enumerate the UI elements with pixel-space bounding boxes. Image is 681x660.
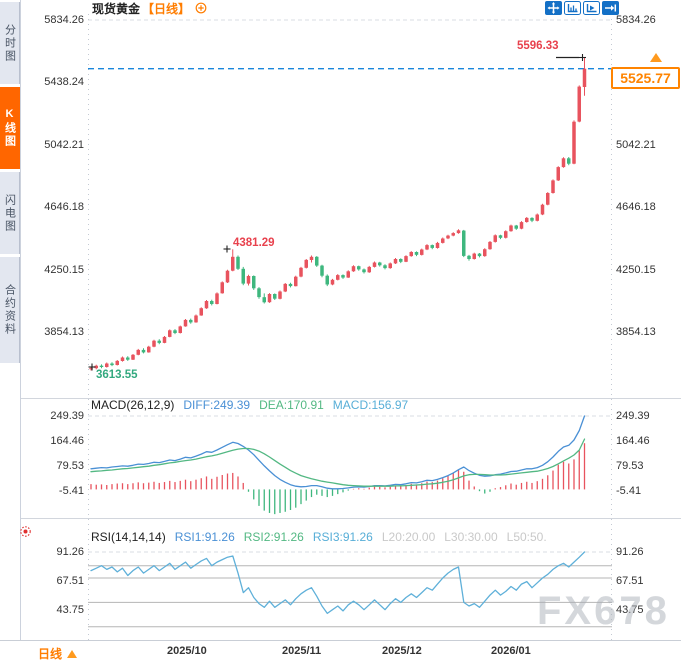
axis-label: 164.46 [50, 434, 84, 447]
sidebar-tab-kline[interactable]: K线图 [0, 87, 20, 169]
rsi2-value: RSI2:91.26 [243, 530, 304, 544]
macd-lines [90, 415, 586, 490]
axis-label: 3854.13 [616, 326, 656, 338]
macd-diff-value: DIFF:249.39 [183, 398, 251, 412]
axis-label: 91.26 [616, 545, 644, 558]
current-price-box: 5525.77 [611, 67, 680, 89]
move-tool-icon[interactable] [545, 1, 562, 15]
axis-label: 67.51 [616, 574, 644, 587]
rsi-l20-value: L20:20.00 [381, 530, 436, 544]
axis-label: 4250.15 [44, 263, 84, 276]
axis-label: 249.39 [50, 409, 84, 422]
axis-label: 249.39 [616, 409, 650, 422]
macd-header[interactable]: MACD(26,12,9) DIFF:249.39 DEA:170.91 MAC… [91, 398, 409, 412]
axis-label: 5834.26 [44, 13, 84, 26]
candles [89, 57, 587, 371]
peak-price-label: 4381.29 [233, 237, 275, 249]
gridlines [20, 14, 681, 645]
axis-label: 67.51 [56, 574, 84, 587]
axis-label: 5042.21 [616, 138, 656, 151]
period-selector[interactable]: 日线 [38, 645, 78, 660]
chart-scale-icon[interactable] [564, 1, 581, 15]
axis-label: 4646.18 [44, 201, 84, 213]
axis-label: 5834.26 [616, 13, 656, 26]
macd-dea-value: DEA:170.91 [259, 398, 324, 412]
axis-label: 5042.21 [44, 138, 84, 151]
chart-play-icon[interactable] [583, 1, 600, 15]
rsi-l30-value: L30:30.00 [444, 530, 498, 544]
pan-right-icon[interactable] [602, 1, 619, 15]
period-dropdown-icon [67, 649, 78, 658]
sidebar-tab-timeshare[interactable]: 分时图 [0, 2, 20, 84]
high-price-label: 5596.33 [517, 40, 559, 52]
axis-label: 4646.18 [616, 201, 656, 213]
rsi-header[interactable]: RSI(14,14,14) RSI1:91.26 RSI2:91.26 RSI3… [91, 530, 547, 544]
axis-label: -5.41 [58, 484, 84, 497]
symbol-name: 现货黄金 [92, 1, 141, 16]
annotation-markers [88, 54, 586, 371]
sidebar-tab-lightning[interactable]: 闪电图 [0, 172, 20, 254]
period-tag: 【日线】 [142, 1, 191, 16]
low-price-label: 3613.55 [96, 369, 138, 381]
macd-histogram [90, 443, 586, 515]
axis-label: 79.53 [616, 459, 644, 472]
date-tick-label: 2025/10 [167, 645, 207, 657]
axis-label: 3854.13 [44, 326, 84, 338]
price-marker-triangle [650, 53, 662, 62]
chart-title: 现货黄金 【日线】 [92, 1, 207, 16]
axis-label: 43.75 [56, 603, 84, 616]
axis-label: 91.26 [56, 545, 84, 558]
date-tick-label: 2025/11 [282, 645, 322, 657]
add-indicator-icon[interactable] [195, 2, 207, 14]
axis-label: 5438.24 [44, 76, 84, 88]
date-tick-label: 2026/01 [491, 645, 531, 657]
date-axis-row [0, 640, 681, 660]
chart-toolbar [545, 1, 619, 15]
axis-label: 164.46 [616, 434, 650, 447]
macd-macd-value: MACD:156.97 [332, 398, 409, 412]
axis-label: 43.75 [616, 603, 644, 616]
rsi1-value: RSI1:91.26 [174, 530, 235, 544]
sidebar-tab-contract-info[interactable]: 合约资料 [0, 257, 20, 363]
chart-type-sidebar: 分时图 K线图 闪电图 合约资料 [0, 0, 21, 640]
axis-label: -5.41 [616, 484, 642, 497]
rsi3-value: RSI3:91.26 [312, 530, 373, 544]
rsi-line [90, 551, 586, 615]
axis-label: 4250.15 [616, 263, 656, 276]
axis-label: 79.53 [56, 459, 84, 472]
date-tick-label: 2025/12 [382, 645, 422, 657]
indicator-settings-icon[interactable] [19, 525, 32, 543]
rsi-l50-value: L50:50. [506, 530, 547, 544]
